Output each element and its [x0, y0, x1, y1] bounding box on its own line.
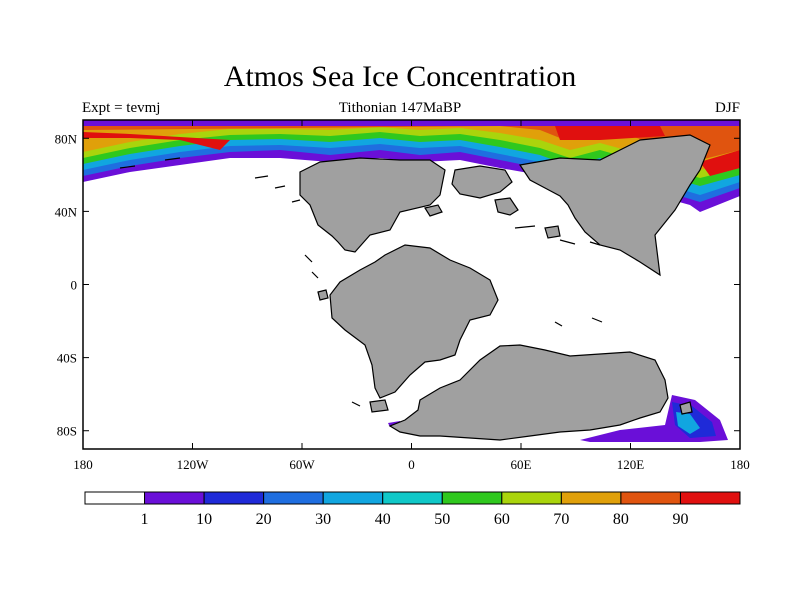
ice-band-10 — [700, 150, 740, 176]
x-tick-label: 60W — [289, 457, 315, 472]
landmass-europe-north — [451, 165, 513, 199]
colorbar-label: 30 — [315, 511, 331, 528]
northern-sea-ice — [83, 120, 740, 212]
colorbar-swatch — [382, 491, 443, 505]
landmass-asia — [518, 134, 711, 277]
colorbar-swatch — [560, 491, 622, 505]
y-axis: 80N 40N 0 40S 80S — [55, 131, 740, 439]
landmass-europe-south — [494, 197, 519, 216]
season-label: DJF — [714, 100, 740, 116]
ice-band-9 — [555, 126, 665, 140]
y-tick-label: 80S — [57, 424, 77, 439]
landmass-north-america — [299, 157, 446, 253]
x-tick-label: 180 — [73, 457, 93, 472]
map-content — [83, 120, 740, 442]
coast-fragments — [119, 157, 603, 407]
colorbar-swatch — [620, 491, 681, 505]
island-5 — [679, 401, 693, 415]
colorbar-label: 50 — [434, 511, 450, 528]
land-masses — [299, 134, 711, 441]
landmass-antarctica — [388, 344, 669, 441]
y-tick-label: 0 — [71, 278, 78, 293]
x-tick-label: 120E — [617, 457, 645, 472]
colorbar-label: 20 — [256, 511, 272, 528]
colorbar-label: 90 — [672, 511, 688, 528]
island-4 — [317, 289, 329, 301]
colorbar-label: 60 — [494, 511, 510, 528]
x-tick-label: 120W — [177, 457, 210, 472]
colorbar-swatch — [679, 491, 741, 505]
colorbar-label: 40 — [375, 511, 391, 528]
experiment-label: Expt = tevmj — [82, 100, 161, 116]
y-tick-label: 40N — [55, 204, 78, 219]
x-tick-label: 180 — [730, 457, 750, 472]
y-tick-label: 40S — [57, 351, 77, 366]
colorbar-swatch — [144, 491, 205, 505]
y-tick-label: 80N — [55, 131, 78, 146]
colorbar-label: 1 — [141, 511, 149, 528]
island-1 — [424, 204, 443, 217]
colorbar-swatch — [263, 491, 324, 505]
x-tick-label: 60E — [511, 457, 532, 472]
island-3 — [369, 399, 389, 413]
map-title: Atmos Sea Ice Concentration — [223, 60, 577, 93]
colorbar-swatch — [441, 491, 503, 505]
colorbar-label: 10 — [196, 511, 212, 528]
colorbar-swatch — [84, 491, 146, 505]
colorbar-swatch — [501, 491, 562, 505]
landmass-south-america — [329, 244, 499, 399]
ice-band-8 — [83, 132, 230, 150]
x-tick-label: 0 — [408, 457, 415, 472]
island-2 — [544, 225, 561, 239]
colorbar-swatch — [322, 491, 384, 505]
x-axis: 180 120W 60W 0 60E 120E 180 — [73, 120, 750, 472]
colorbar-label: 70 — [553, 511, 569, 528]
colorbar-label: 80 — [613, 511, 629, 528]
period-label: Tithonian 147MaBP — [338, 100, 462, 116]
colorbar: 1 10 20 30 40 50 60 70 80 90 — [84, 491, 741, 528]
south-ice-band-3 — [676, 412, 700, 434]
colorbar-swatch — [203, 491, 265, 505]
